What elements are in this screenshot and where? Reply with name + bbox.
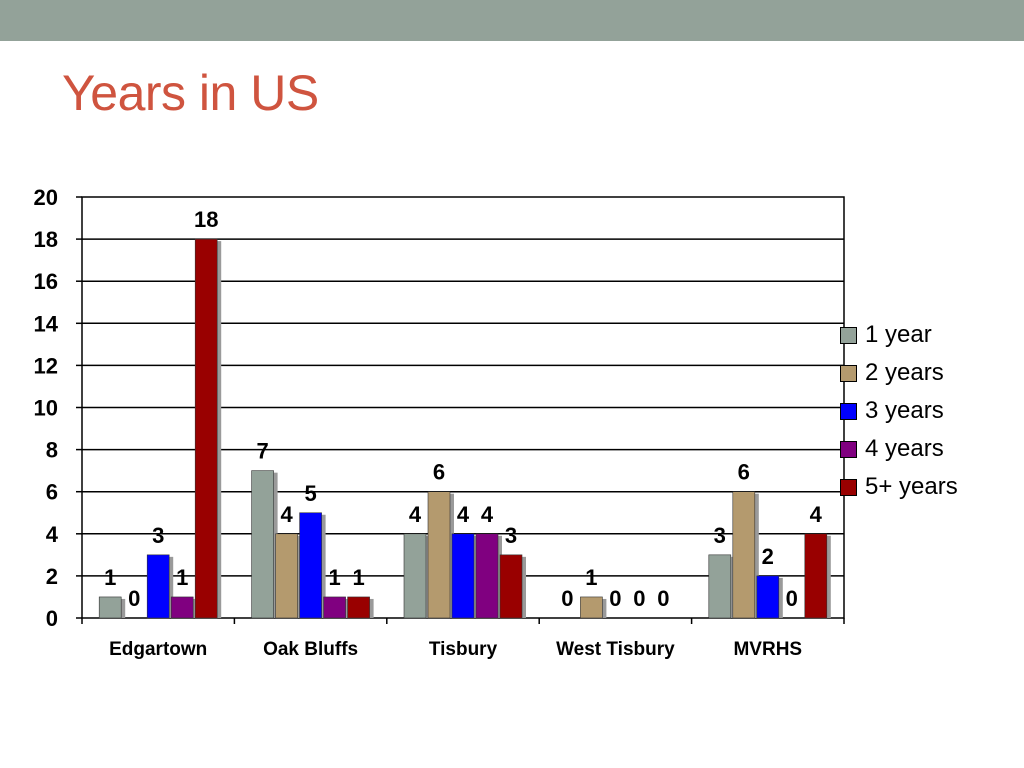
y-tick-label: 18 <box>34 227 58 252</box>
bar <box>756 575 780 619</box>
data-label: 3 <box>714 523 726 548</box>
legend-label: 3 years <box>865 397 944 424</box>
y-tick-label: 8 <box>46 438 58 463</box>
data-label: 0 <box>633 586 645 611</box>
legend-item: 4 years <box>840 430 958 468</box>
data-label: 4 <box>810 502 823 527</box>
bar <box>427 491 451 619</box>
data-label: 1 <box>585 565 597 590</box>
data-label: 1 <box>176 565 188 590</box>
bar <box>146 554 170 619</box>
data-label: 7 <box>256 439 268 464</box>
data-label: 5 <box>304 481 316 506</box>
data-label: 1 <box>328 565 340 590</box>
data-label: 0 <box>561 586 573 611</box>
y-tick-label: 2 <box>46 564 58 589</box>
bar <box>804 533 828 619</box>
legend-label: 5+ years <box>865 473 958 500</box>
legend-swatch <box>840 440 857 458</box>
bar <box>275 533 298 619</box>
legend-swatch <box>840 326 857 344</box>
y-tick-label: 10 <box>34 396 58 421</box>
data-label: 4 <box>457 502 470 527</box>
legend-label: 2 years <box>865 359 944 386</box>
data-label: 3 <box>152 523 164 548</box>
data-label: 6 <box>433 460 445 485</box>
bar <box>194 238 218 619</box>
bar <box>403 533 427 619</box>
data-label: 3 <box>505 523 517 548</box>
data-label: 0 <box>609 586 621 611</box>
bar <box>98 596 122 619</box>
data-label: 4 <box>409 502 422 527</box>
chart-legend: 1 year 2 years 3 years 4 years 5+ years <box>840 316 958 506</box>
data-label: 1 <box>352 565 364 590</box>
data-label: 0 <box>128 586 140 611</box>
x-tick-label: MVRHS <box>733 639 802 660</box>
bar <box>708 554 732 619</box>
x-tick-label: West Tisbury <box>556 639 675 660</box>
legend-swatch <box>840 478 857 496</box>
y-tick-label: 16 <box>34 269 58 294</box>
data-label: 4 <box>280 502 293 527</box>
page-title: Years in US <box>62 65 319 121</box>
legend-swatch <box>840 402 857 420</box>
bar <box>475 533 499 619</box>
bar <box>251 470 274 619</box>
y-tick-label: 14 <box>34 311 59 336</box>
y-tick-label: 4 <box>46 522 59 547</box>
data-label: 18 <box>194 207 218 232</box>
data-label: 0 <box>786 586 798 611</box>
legend-label: 4 years <box>865 435 944 462</box>
legend-item: 5+ years <box>840 468 958 506</box>
y-tick-label: 0 <box>46 606 58 631</box>
data-label: 2 <box>762 544 774 569</box>
legend-swatch <box>840 364 857 382</box>
x-tick-label: Oak Bluffs <box>263 639 358 660</box>
data-label: 4 <box>481 502 494 527</box>
bar <box>347 596 370 619</box>
legend-label: 1 year <box>865 321 932 348</box>
bar <box>299 512 322 619</box>
legend-item: 1 year <box>840 316 958 354</box>
y-tick-label: 6 <box>46 480 58 505</box>
legend-item: 2 years <box>840 354 958 392</box>
bar <box>451 533 475 619</box>
top-accent-bar <box>0 0 1024 41</box>
x-tick-label: Edgartown <box>109 639 207 660</box>
bar <box>323 596 346 619</box>
bar <box>170 596 194 619</box>
bar <box>732 491 756 619</box>
y-tick-label: 20 <box>34 185 58 210</box>
bar <box>580 596 603 619</box>
data-label: 6 <box>738 460 750 485</box>
bar <box>499 554 523 619</box>
data-label: 0 <box>657 586 669 611</box>
legend-item: 3 years <box>840 392 958 430</box>
data-label: 1 <box>104 565 116 590</box>
x-tick-label: Tisbury <box>429 639 498 660</box>
y-tick-label: 12 <box>34 353 58 378</box>
